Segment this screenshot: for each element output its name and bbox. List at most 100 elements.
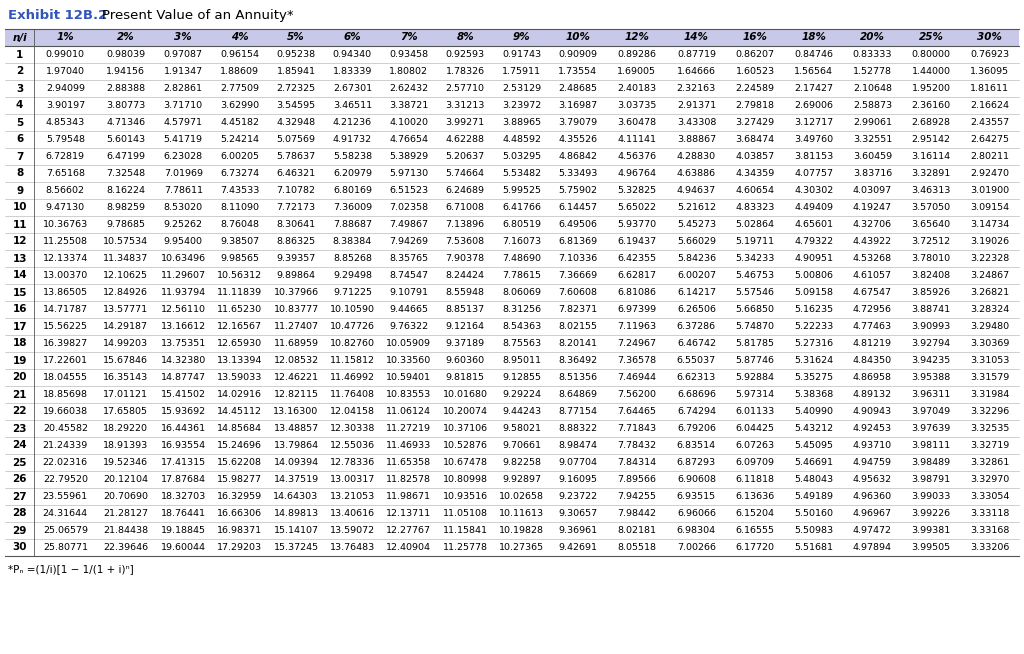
Text: 6.07263: 6.07263 (735, 441, 774, 450)
Text: 3.03735: 3.03735 (616, 101, 656, 110)
Text: 4.03097: 4.03097 (853, 186, 892, 195)
Text: 5.48043: 5.48043 (795, 475, 834, 484)
Text: 8%: 8% (457, 33, 474, 43)
Text: 10.59401: 10.59401 (386, 373, 431, 382)
Text: 3.97049: 3.97049 (911, 407, 950, 416)
Text: 16.66306: 16.66306 (217, 509, 262, 518)
Text: 6.47199: 6.47199 (106, 152, 145, 161)
Text: 0.98039: 0.98039 (106, 50, 145, 59)
Text: 5.41719: 5.41719 (164, 135, 203, 144)
Text: 4.94637: 4.94637 (677, 186, 716, 195)
Text: 5.58238: 5.58238 (333, 152, 372, 161)
Text: Exhibit 12B.2: Exhibit 12B.2 (8, 9, 108, 22)
Text: 4.32706: 4.32706 (853, 220, 892, 229)
Text: 9.25262: 9.25262 (164, 220, 203, 229)
Text: 4.28830: 4.28830 (677, 152, 716, 161)
Text: 0.80000: 0.80000 (911, 50, 950, 59)
Text: 2.82861: 2.82861 (164, 84, 203, 93)
Text: 6.93515: 6.93515 (677, 492, 716, 501)
Text: 5.43212: 5.43212 (795, 424, 834, 433)
Text: 2.88388: 2.88388 (106, 84, 145, 93)
Bar (5, 199, 1019, 216)
Text: 25: 25 (12, 458, 27, 468)
Text: 12%: 12% (625, 33, 649, 43)
Text: 1.36095: 1.36095 (970, 67, 1010, 76)
Text: 9.23722: 9.23722 (558, 492, 598, 501)
Text: 9.71225: 9.71225 (333, 288, 372, 297)
Text: 3.24867: 3.24867 (970, 271, 1010, 280)
Text: 2.24589: 2.24589 (735, 84, 774, 93)
Text: 9.82258: 9.82258 (502, 458, 541, 467)
Text: 7.94269: 7.94269 (389, 237, 428, 246)
Text: 12.27767: 12.27767 (386, 526, 431, 535)
Text: 8.86325: 8.86325 (276, 237, 315, 246)
Text: 2.67301: 2.67301 (333, 84, 372, 93)
Text: 15.56225: 15.56225 (43, 322, 88, 331)
Text: 3.26821: 3.26821 (970, 288, 1010, 297)
Bar (5, 284, 1019, 301)
Text: 15.98277: 15.98277 (217, 475, 262, 484)
Text: 5.66029: 5.66029 (677, 237, 716, 246)
Text: 11.25778: 11.25778 (442, 543, 487, 552)
Text: 4.45182: 4.45182 (220, 118, 259, 127)
Text: 3.82408: 3.82408 (911, 271, 950, 280)
Text: 11.27407: 11.27407 (273, 322, 318, 331)
Text: 1.91347: 1.91347 (164, 67, 203, 76)
Text: 2.53129: 2.53129 (502, 84, 541, 93)
Text: 3.28324: 3.28324 (970, 305, 1010, 314)
Text: 8.55948: 8.55948 (445, 288, 484, 297)
Text: 19.60044: 19.60044 (161, 543, 206, 552)
Bar (5, 352, 1019, 369)
Text: 8.74547: 8.74547 (389, 271, 428, 280)
Text: 5.07569: 5.07569 (276, 135, 315, 144)
Text: 5: 5 (16, 118, 24, 128)
Text: 11.15841: 11.15841 (442, 526, 487, 535)
Text: 6.49506: 6.49506 (558, 220, 597, 229)
Text: 3.46313: 3.46313 (911, 186, 950, 195)
Text: 3.38721: 3.38721 (389, 101, 428, 110)
Text: 18%: 18% (802, 33, 826, 43)
Text: 4.63886: 4.63886 (677, 169, 716, 178)
Text: 5.33493: 5.33493 (558, 169, 598, 178)
Bar (5, 46, 1019, 63)
Text: 3.90197: 3.90197 (46, 101, 85, 110)
Text: 9.12855: 9.12855 (502, 373, 541, 382)
Text: 5.31624: 5.31624 (795, 356, 834, 365)
Text: 7.98442: 7.98442 (617, 509, 656, 518)
Text: 3.88741: 3.88741 (911, 305, 950, 314)
Text: 2.32163: 2.32163 (677, 84, 716, 93)
Text: 6.81086: 6.81086 (617, 288, 656, 297)
Text: 6.23028: 6.23028 (164, 152, 203, 161)
Text: 12.78336: 12.78336 (330, 458, 375, 467)
Text: 7.10782: 7.10782 (276, 186, 315, 195)
Text: 9.58021: 9.58021 (502, 424, 541, 433)
Text: 9.30657: 9.30657 (558, 509, 598, 518)
Text: 1.56564: 1.56564 (795, 67, 834, 76)
Bar (5, 386, 1019, 403)
Text: 6.17720: 6.17720 (735, 543, 774, 552)
Text: 0.91743: 0.91743 (502, 50, 541, 59)
Text: 4.97472: 4.97472 (853, 526, 892, 535)
Text: 3.60478: 3.60478 (617, 118, 656, 127)
Text: 14%: 14% (684, 33, 709, 43)
Text: 7.82371: 7.82371 (558, 305, 598, 314)
Text: 9.70661: 9.70661 (502, 441, 541, 450)
Text: 6.74294: 6.74294 (677, 407, 716, 416)
Text: 3.32551: 3.32551 (853, 135, 892, 144)
Text: 5.57546: 5.57546 (735, 288, 774, 297)
Text: 17.87684: 17.87684 (161, 475, 206, 484)
Text: 1.64666: 1.64666 (677, 67, 716, 76)
Text: 5.20637: 5.20637 (445, 152, 484, 161)
Text: 3.57050: 3.57050 (911, 203, 950, 212)
Text: 10: 10 (12, 203, 27, 213)
Text: 7.48690: 7.48690 (502, 254, 541, 263)
Text: 18.04555: 18.04555 (43, 373, 88, 382)
Text: 7.56200: 7.56200 (617, 390, 656, 399)
Text: 4.57971: 4.57971 (164, 118, 203, 127)
Text: 12.46221: 12.46221 (273, 373, 318, 382)
Text: 8.75563: 8.75563 (502, 339, 541, 348)
Text: 3.31213: 3.31213 (445, 101, 485, 110)
Text: 3.31984: 3.31984 (970, 390, 1010, 399)
Text: 5.09158: 5.09158 (795, 288, 834, 297)
Text: 0.92593: 0.92593 (445, 50, 484, 59)
